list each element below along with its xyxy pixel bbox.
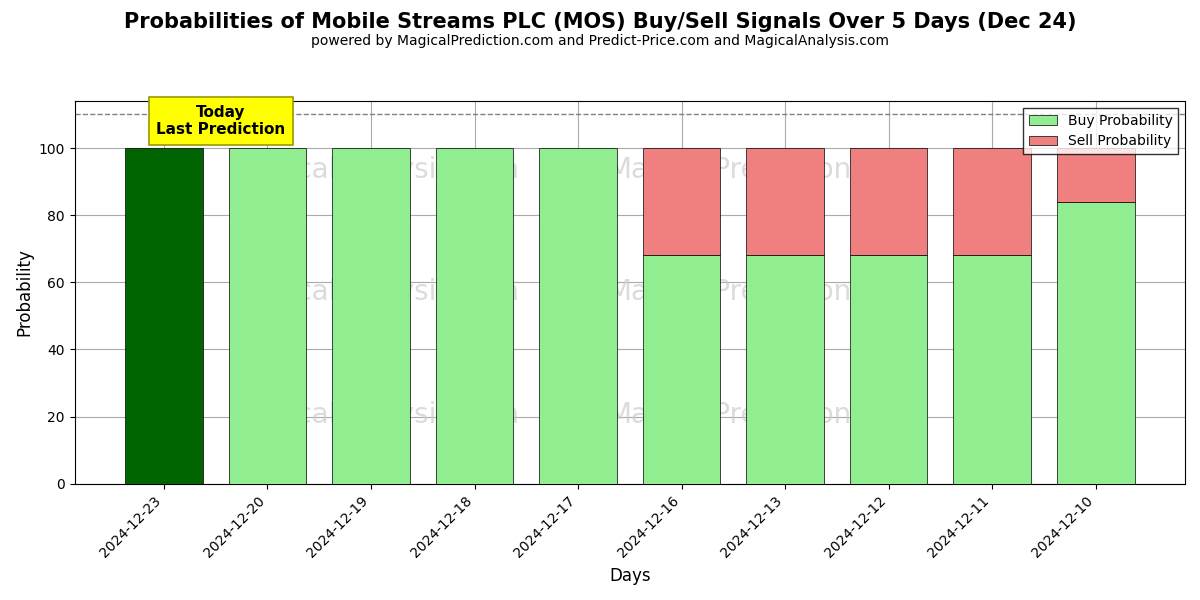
Bar <box>125 148 203 484</box>
Bar <box>953 148 1031 256</box>
Y-axis label: Probability: Probability <box>16 248 34 337</box>
Text: MagicalPrediction.com: MagicalPrediction.com <box>607 401 919 429</box>
Text: MagicalAnalysis.com: MagicalAnalysis.com <box>230 278 518 307</box>
X-axis label: Days: Days <box>610 567 650 585</box>
Bar <box>850 148 928 256</box>
Text: Today
Last Prediction: Today Last Prediction <box>156 105 286 137</box>
Text: MagicalAnalysis.com: MagicalAnalysis.com <box>230 401 518 429</box>
Bar <box>643 148 720 256</box>
Bar <box>643 256 720 484</box>
Text: MagicalPrediction.com: MagicalPrediction.com <box>607 278 919 307</box>
Bar <box>1057 148 1134 202</box>
Text: MagicalPrediction.com: MagicalPrediction.com <box>607 156 919 184</box>
Bar <box>229 148 306 484</box>
Bar <box>746 148 824 256</box>
Text: powered by MagicalPrediction.com and Predict-Price.com and MagicalAnalysis.com: powered by MagicalPrediction.com and Pre… <box>311 34 889 48</box>
Bar <box>332 148 410 484</box>
Legend: Buy Probability, Sell Probability: Buy Probability, Sell Probability <box>1024 108 1178 154</box>
Bar <box>953 256 1031 484</box>
Text: MagicalAnalysis.com: MagicalAnalysis.com <box>230 156 518 184</box>
Bar <box>746 256 824 484</box>
Bar <box>850 256 928 484</box>
Bar <box>539 148 617 484</box>
Bar <box>436 148 514 484</box>
Bar <box>1057 202 1134 484</box>
Text: Probabilities of Mobile Streams PLC (MOS) Buy/Sell Signals Over 5 Days (Dec 24): Probabilities of Mobile Streams PLC (MOS… <box>124 12 1076 32</box>
